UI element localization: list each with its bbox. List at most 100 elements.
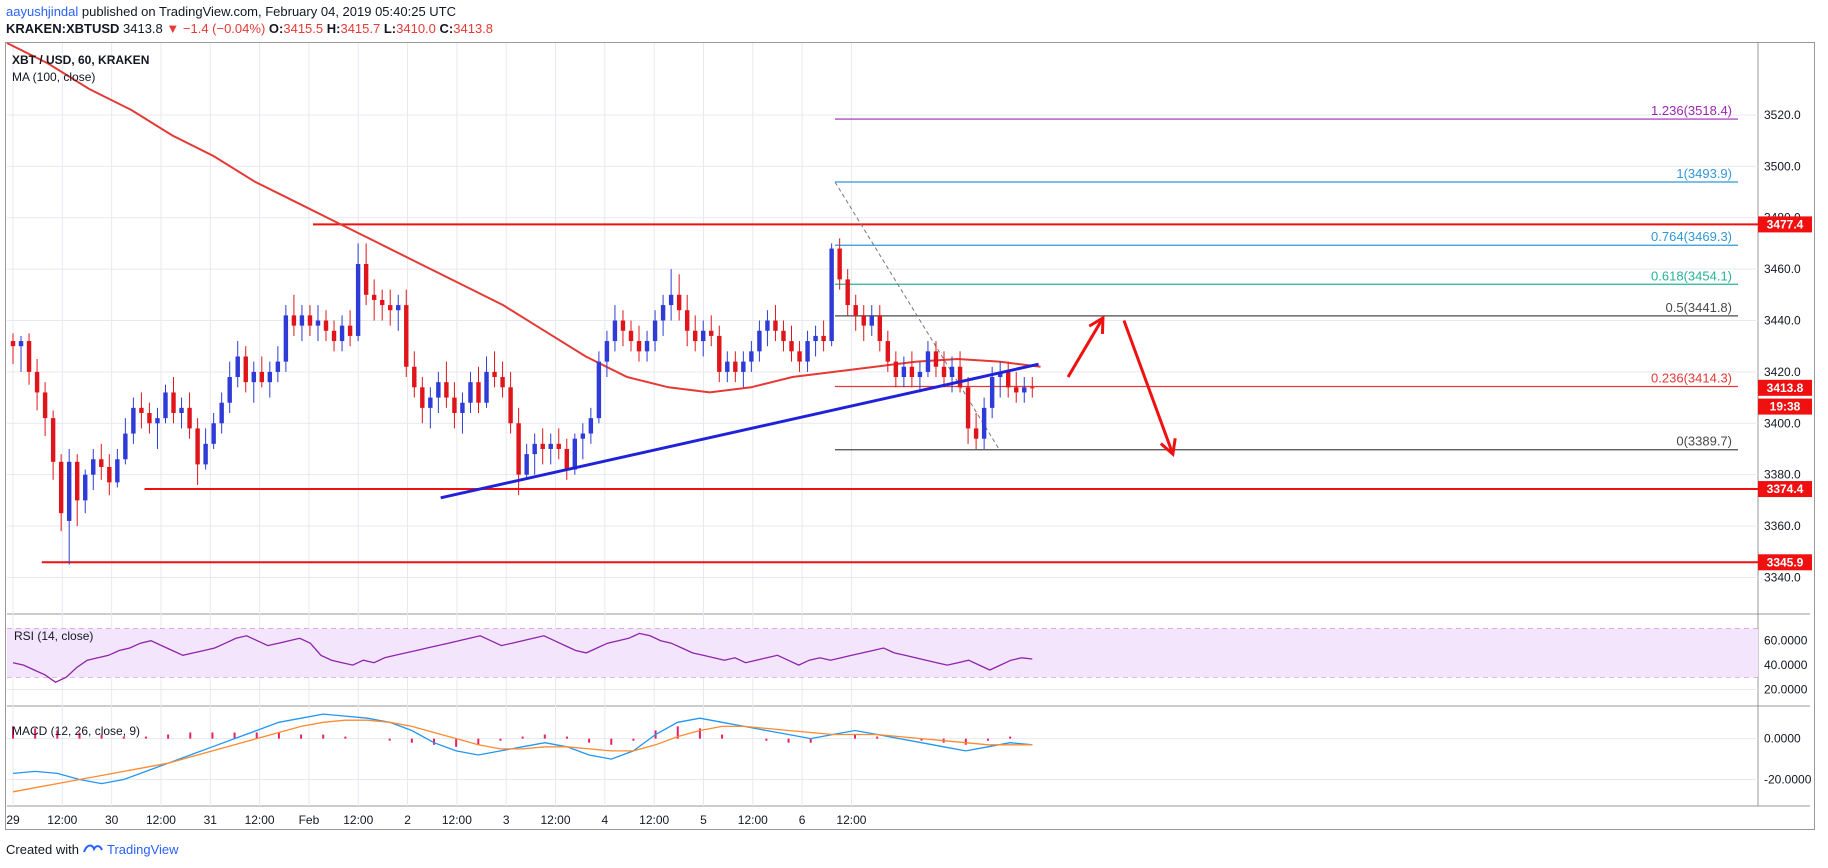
forecast-arrow [1066, 317, 1105, 378]
candle-body [564, 448, 569, 470]
price-badge-label: 3374.4 [1767, 482, 1804, 496]
rsi-tick-label: 40.0000 [1764, 658, 1808, 672]
candle-body [347, 325, 353, 336]
candle-body [845, 279, 850, 306]
x-tick-label: 12:00 [738, 813, 768, 827]
macd-tick-label: -20.0000 [1764, 773, 1812, 787]
candle-body [26, 341, 32, 372]
candle-body [781, 330, 786, 342]
y-tick-label: 3400.0 [1764, 416, 1801, 430]
candle-body [869, 315, 874, 326]
candle-body [227, 377, 232, 403]
ohlc-header: KRAKEN:XBTUSD 3413.8 ▼ −1.4 (−0.04%) O:3… [6, 21, 493, 36]
close-label: C: [439, 21, 454, 36]
forecast-arrowhead [1159, 438, 1177, 458]
candle-body [981, 407, 987, 439]
candle-body [508, 387, 513, 424]
candle-body [701, 330, 706, 342]
candle-body [612, 320, 618, 342]
candle-body [925, 351, 931, 372]
candle-body [379, 299, 385, 306]
candle-body [476, 382, 481, 403]
candle-body [404, 305, 409, 367]
low-value: 3410.0 [396, 21, 436, 36]
candle-body [171, 392, 176, 413]
fib-level-label: 0.764(3469.3) [1651, 229, 1732, 244]
candle-body [18, 341, 24, 347]
candle-body [50, 418, 56, 462]
candle-body [123, 433, 128, 460]
candle-body [644, 341, 650, 352]
candle-body [829, 248, 834, 342]
candle-body [331, 330, 337, 342]
ma-legend: MA (100, close) [12, 70, 95, 84]
candle-body [813, 335, 818, 342]
candle-body [957, 366, 963, 388]
candle-body [363, 263, 369, 295]
chart-title: XBT / USD, 60, KRAKEN [12, 53, 149, 67]
macd-tick-label: 0.0000 [1764, 732, 1801, 746]
candle-body [805, 341, 810, 362]
candle-body [725, 361, 730, 372]
chart-frame[interactable] [5, 42, 1815, 830]
candle-body [500, 377, 505, 388]
candle-body [901, 366, 907, 378]
candle-body [532, 443, 537, 455]
signal-line [12, 719, 1033, 793]
y-tick-label: 3500.0 [1764, 159, 1801, 173]
candle-body [267, 371, 273, 383]
candle-body [684, 310, 690, 331]
fib-swing-line [834, 181, 1000, 451]
rsi-legend: RSI (14, close) [14, 629, 93, 643]
candle-body [131, 407, 136, 434]
x-tick-label: 12:00 [541, 813, 571, 827]
price-badge-label: 3477.4 [1767, 217, 1804, 231]
candle-body [187, 407, 192, 429]
y-tick-label: 3440.0 [1764, 314, 1801, 328]
fib-level-label: 0.618(3454.1) [1651, 268, 1732, 283]
candle-body [436, 382, 441, 398]
candle-body [692, 330, 698, 342]
candle-body [1030, 387, 1035, 389]
candle-body [917, 371, 923, 378]
candle-body [949, 366, 955, 378]
candle-body [492, 371, 497, 378]
candle-body [861, 315, 866, 326]
price-change: ▼ −1.4 (−0.04%) [166, 21, 266, 36]
trendline [440, 362, 1039, 500]
candle-body [973, 428, 979, 439]
author-link[interactable]: aayushjindal [6, 4, 79, 19]
candle-body [371, 294, 377, 300]
x-tick-label: 31 [204, 813, 218, 827]
candle-body [885, 341, 891, 362]
candle-body [620, 320, 626, 331]
tradingview-link[interactable]: TradingView [106, 842, 179, 857]
macd-legend: MACD (12, 26, close, 9) [12, 724, 140, 738]
candle-body [548, 443, 553, 449]
candle-body [412, 366, 417, 388]
forecast-arrow [1122, 319, 1175, 455]
candle-body [219, 402, 224, 424]
candle-body [10, 341, 16, 347]
candle-body [989, 377, 995, 408]
candle-body [163, 392, 168, 419]
rsi-tick-label: 20.0000 [1764, 682, 1808, 696]
candle-body [757, 330, 762, 352]
candle-body [91, 459, 96, 475]
high-value: 3415.7 [340, 21, 381, 36]
candle-body [893, 361, 899, 378]
candle-body [452, 397, 457, 413]
candle-body [42, 392, 48, 419]
footer: Created with TradingView [6, 842, 179, 857]
candle-body [628, 330, 634, 342]
x-tick-label: Feb [299, 813, 320, 827]
candle-body [717, 335, 722, 372]
x-tick-label: 4 [601, 813, 608, 827]
candle-body [933, 351, 939, 367]
candle-body [58, 461, 64, 514]
candle-body [733, 361, 738, 372]
candle-body [299, 315, 305, 326]
candle-body [307, 315, 313, 326]
candle-body [1005, 371, 1011, 388]
